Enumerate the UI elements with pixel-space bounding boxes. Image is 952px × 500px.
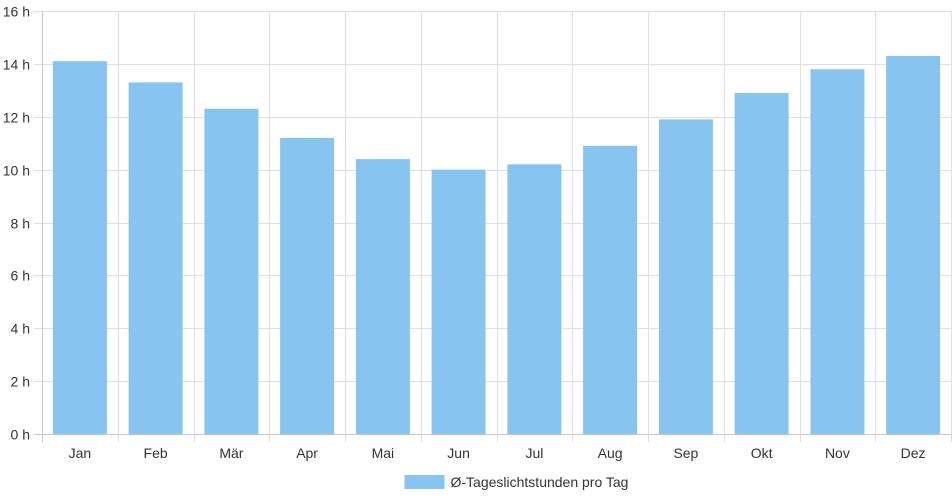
legend-swatch[interactable] [404, 475, 445, 489]
bars [52, 55, 941, 435]
y-tick-label: 8 h [11, 216, 30, 232]
x-tick-label: Nov [825, 445, 850, 461]
y-axis-ticks: 0 h 2 h 4 h 6 h 8 h 10 h 12 h 14 h 16 h [3, 4, 30, 443]
legend-label[interactable]: Ø-Tageslichtstunden pro Tag [451, 474, 629, 490]
bar-nov[interactable] [810, 69, 865, 434]
bar-apr[interactable] [280, 137, 335, 434]
bar-jun[interactable] [431, 169, 486, 434]
x-tick-label: Jul [525, 445, 543, 461]
x-tick-label: Jun [447, 445, 470, 461]
x-axis-ticks: Jan Feb Mär Apr Mai Jun Jul Aug Sep Okt Nov Dez [69, 445, 926, 461]
x-tick-label: Apr [296, 445, 318, 461]
y-tick-label: 16 h [3, 4, 30, 20]
x-tick-label: Mär [219, 445, 243, 461]
bar-dez[interactable] [886, 55, 941, 435]
y-tick-label: 14 h [3, 57, 30, 73]
x-tick-label: Aug [598, 445, 623, 461]
bar-feb[interactable] [128, 82, 183, 435]
bar-okt[interactable] [734, 93, 789, 434]
y-tick-label: 4 h [11, 321, 30, 337]
x-tick-label: Jan [69, 445, 92, 461]
y-tick-label: 2 h [11, 374, 30, 390]
y-tick-label: 6 h [11, 268, 30, 284]
bar-sep[interactable] [658, 119, 713, 435]
x-tick-label: Mai [372, 445, 395, 461]
x-tick-label: Sep [673, 445, 698, 461]
x-tick-label: Feb [144, 445, 168, 461]
x-tick-label: Dez [901, 445, 926, 461]
y-tick-label: 0 h [11, 427, 30, 443]
bar-jan[interactable] [52, 61, 107, 434]
bar-jul[interactable] [507, 164, 562, 435]
bar-mai[interactable] [355, 159, 410, 434]
x-tick-label: Okt [751, 445, 773, 461]
bar-aug[interactable] [583, 145, 638, 435]
legend[interactable]: Ø-Tageslichtstunden pro Tag [404, 474, 629, 490]
y-tick-label: 12 h [3, 110, 30, 126]
bar-mär[interactable] [204, 108, 259, 435]
y-tick-label: 10 h [3, 163, 30, 179]
